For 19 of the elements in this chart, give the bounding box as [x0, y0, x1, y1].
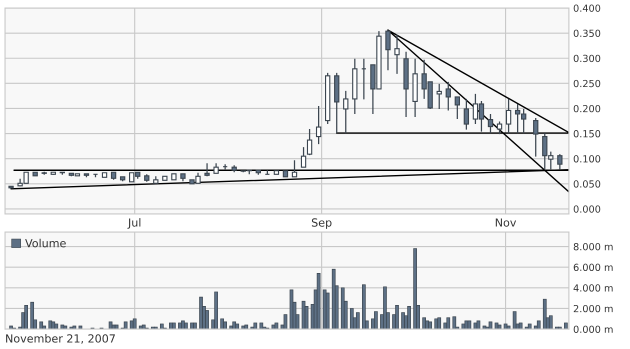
y-tick-label: 0.000 [574, 205, 600, 213]
y-tick-label: 0.100 [574, 155, 600, 163]
y-tick-label: 0.150 [574, 130, 600, 138]
x-tick-label: Sep [312, 218, 332, 229]
y-tick-label: 0.400 [574, 4, 600, 12]
y-tick-label: 0.350 [574, 30, 600, 37]
x-tick-label: Nov [496, 218, 516, 227]
y-tick-label: 2.000 m [574, 304, 613, 312]
legend-label: Volume [25, 238, 66, 248]
y-tick-label: 0.000 m [574, 326, 613, 333]
y-tick-label: 0.300 [574, 54, 600, 62]
y-tick-label: 0.200 [574, 104, 600, 112]
y-tick-label: 6.000 m [574, 264, 613, 272]
text: November 21, 2007 [6, 334, 115, 344]
y-tick-label: 4.000 m [574, 284, 613, 292]
x-tick-label: Jul [127, 218, 140, 229]
y-tick-label: 8.000 m [574, 243, 613, 250]
y-tick-label: 0.250 [574, 80, 600, 88]
y-tick-label: 0.050 [574, 180, 600, 188]
